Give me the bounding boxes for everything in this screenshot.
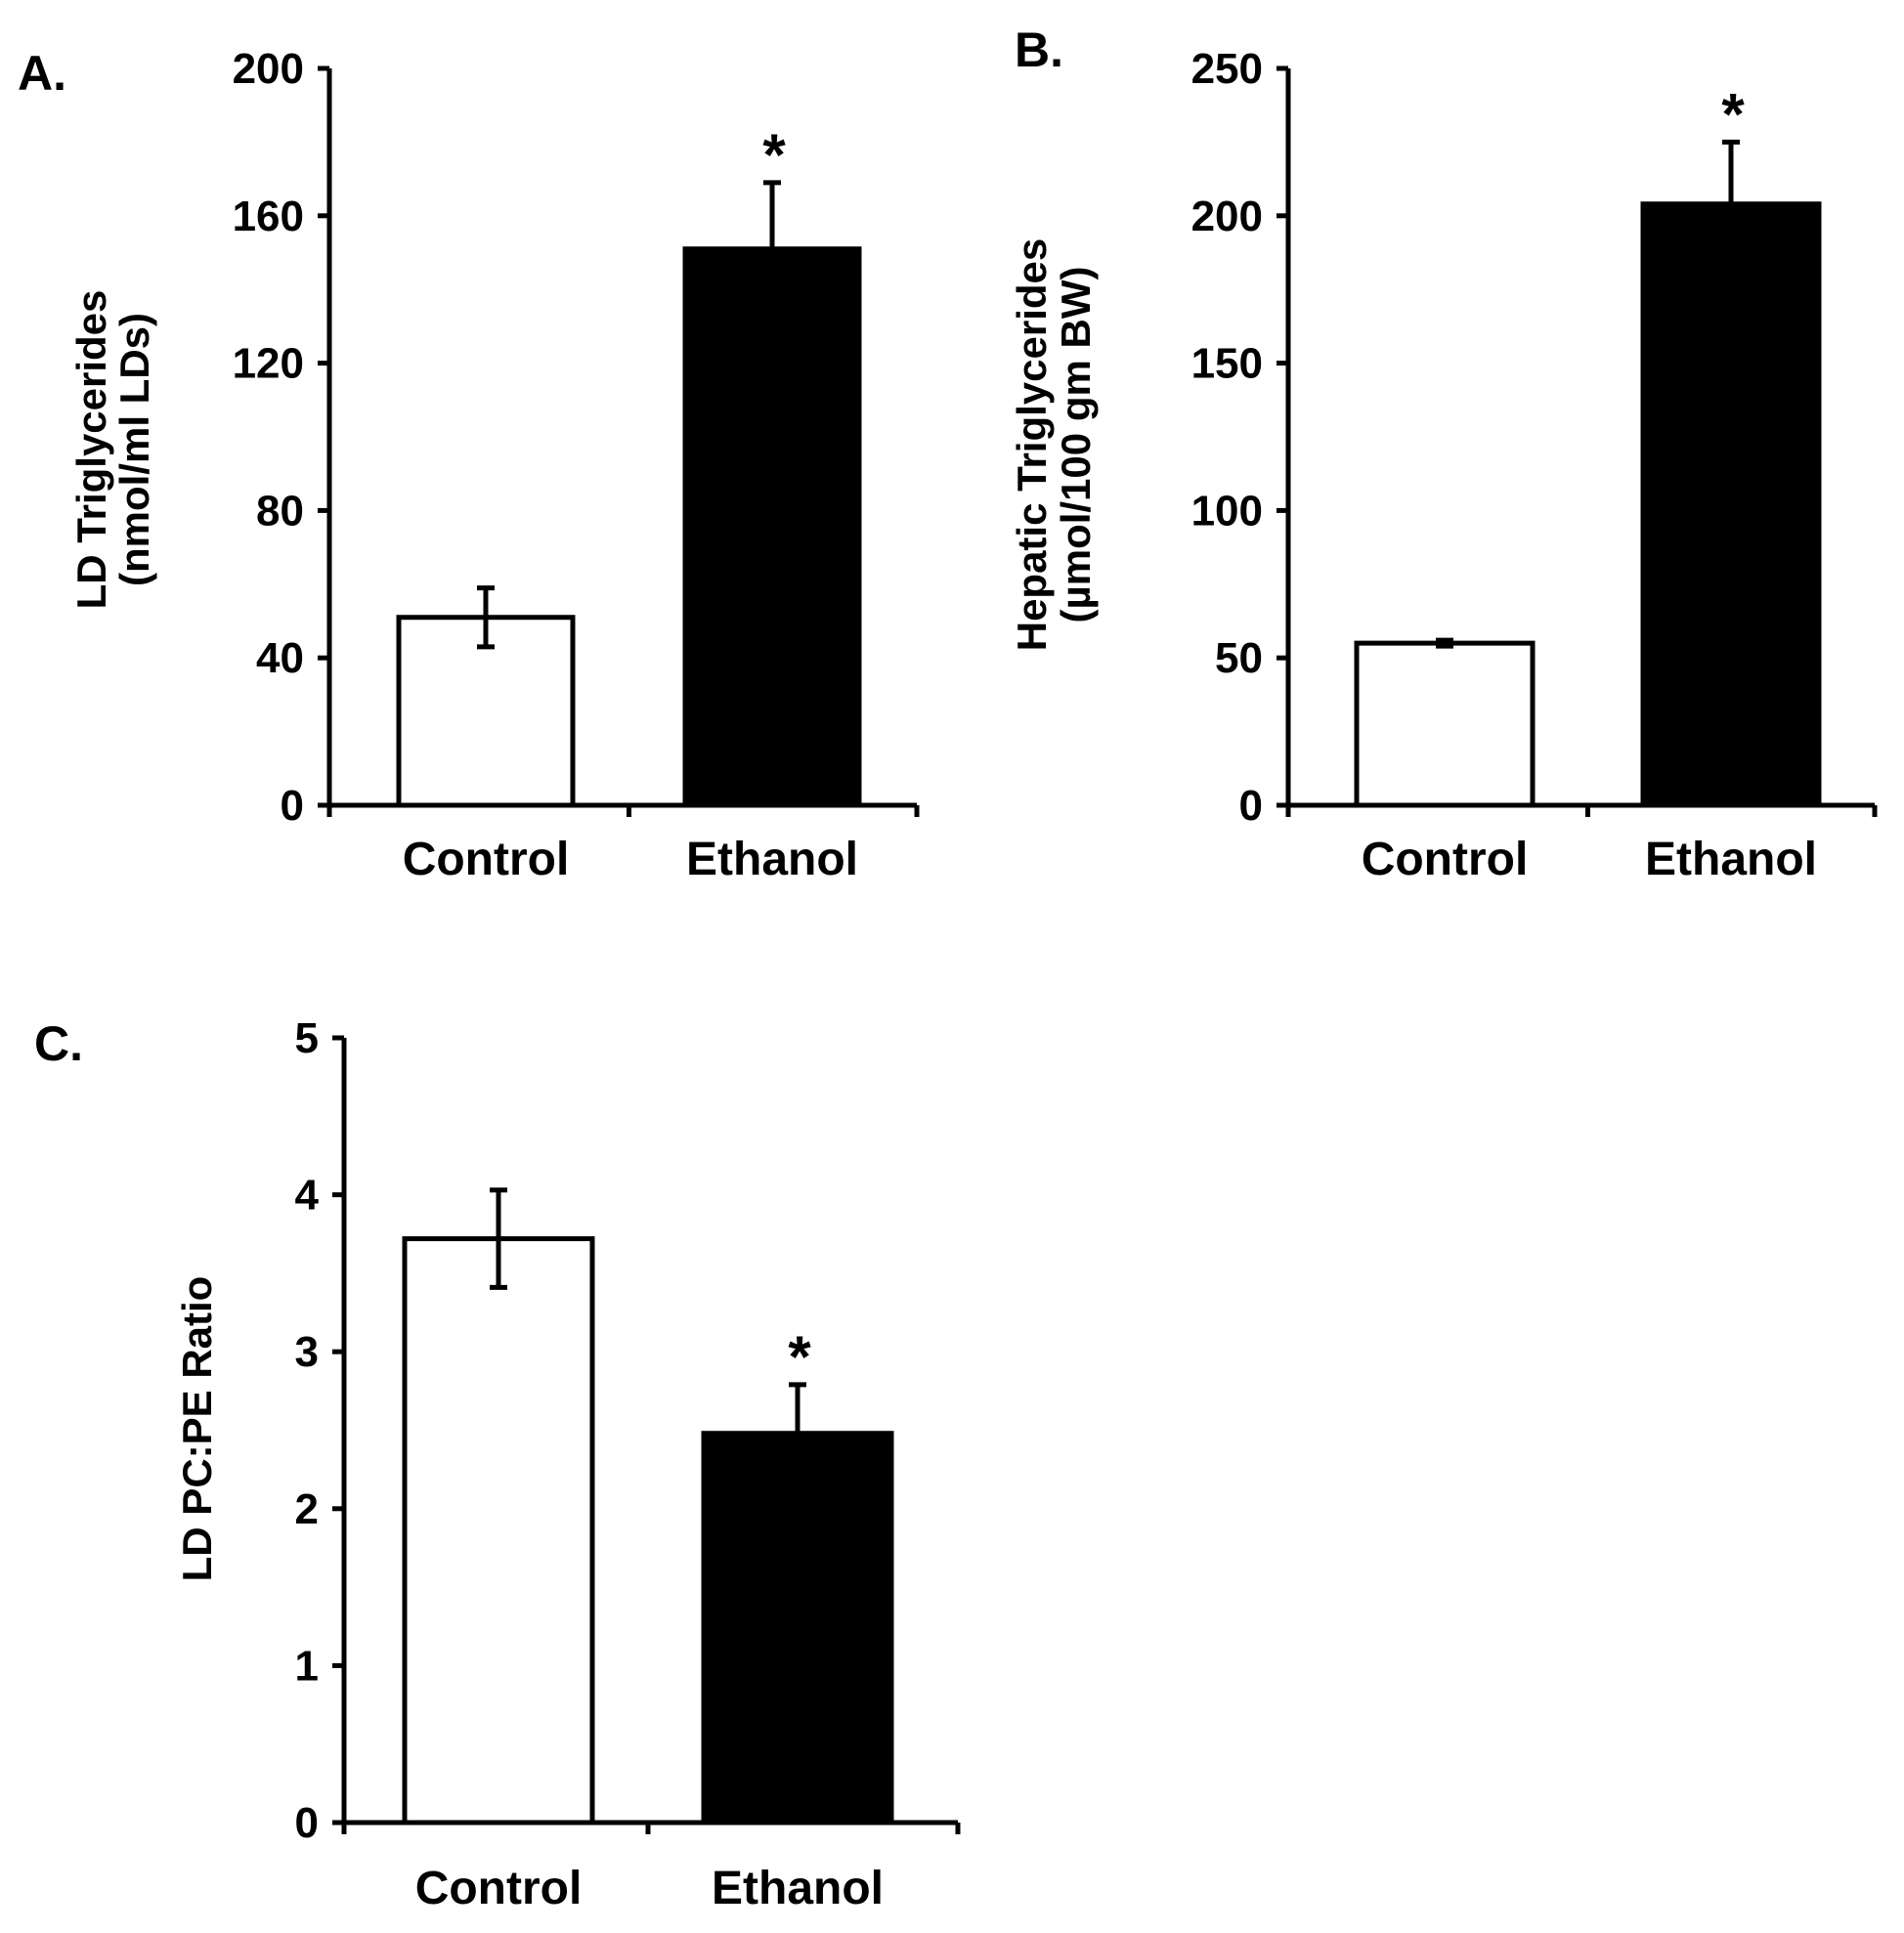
y-tick-label: 250 [1191, 45, 1263, 93]
y-tick-label: 120 [233, 340, 304, 388]
x-tick-label: Ethanol [1645, 834, 1817, 885]
y-tick-label: 200 [1191, 193, 1263, 240]
x-tick-label: Ethanol [712, 1863, 884, 1914]
y-tick-label: 0 [1239, 782, 1263, 830]
y-tick-label: 80 [256, 487, 304, 535]
y-axis-label: Hepatic Triglycerides [1009, 238, 1055, 652]
chart-panel-2: B. Hepatic Triglycerides(µmol/100 gm BW) C… [1009, 22, 1878, 885]
y-tick-label: 200 [233, 45, 304, 93]
y-tick-label: 0 [295, 1799, 319, 1847]
y-tick-label: 150 [1191, 340, 1263, 388]
x-tick-label: Ethanol [686, 834, 858, 885]
bar-ethanol [701, 1431, 894, 1826]
panel-label: C. [34, 1016, 83, 1071]
y-tick-label: 100 [1191, 487, 1263, 535]
bar-control [402, 1236, 595, 1826]
y-axis-label: (nmol/ml LDs) [111, 313, 157, 586]
panel-label: A. [18, 46, 66, 101]
y-tick-label: 1 [295, 1642, 319, 1690]
y-tick-label: 2 [295, 1485, 319, 1533]
y-tick-label: 0 [281, 782, 304, 830]
bar-control [1354, 640, 1536, 808]
y-axis-label: (µmol/100 gm BW) [1053, 267, 1099, 623]
y-axis-label: LD PC:PE Ratio [174, 1276, 220, 1582]
bar-ethanol [682, 246, 862, 808]
significance-marker: * [788, 1324, 811, 1390]
y-tick-label: 5 [295, 1014, 319, 1062]
x-tick-label: Control [415, 1863, 583, 1914]
y-tick-label: 4 [295, 1172, 320, 1220]
x-tick-label: Control [1362, 834, 1529, 885]
significance-marker: * [762, 122, 786, 188]
significance-marker: * [1721, 81, 1745, 147]
x-tick-label: Control [403, 834, 570, 885]
y-tick-label: 3 [295, 1328, 319, 1376]
y-axis-label: LD Triglycerides [68, 290, 114, 610]
chart-panel-3: C. LD PC:PE Ratio Control * Ethanol 0 1 2 3 4 5 [34, 1014, 961, 1914]
chart-panel-1: A. LD Triglycerides(nmol/ml LDs) Control * E… [18, 45, 920, 885]
bar-ethanol [1640, 201, 1822, 808]
y-tick-label: 50 [1215, 634, 1263, 682]
panel-label: B. [1015, 22, 1063, 77]
y-tick-label: 160 [233, 193, 304, 240]
y-tick-label: 40 [256, 634, 304, 682]
